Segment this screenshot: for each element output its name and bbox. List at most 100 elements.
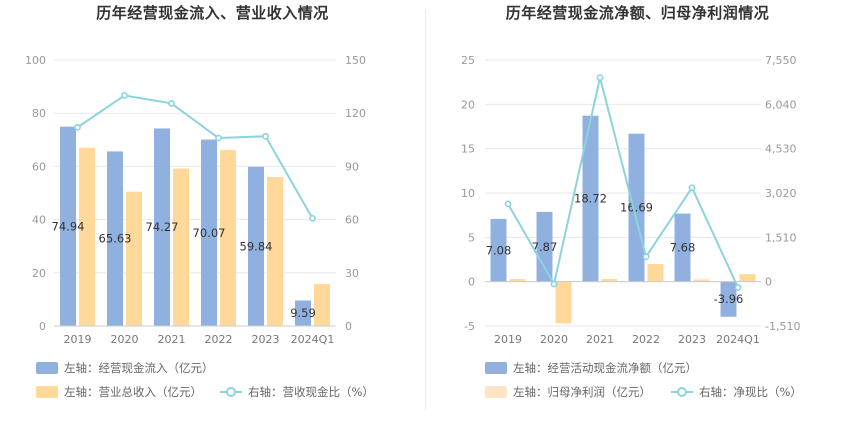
bar-左轴：经营现金流入（亿元） <box>60 126 76 326</box>
x-axis-tick-label: 2020 <box>111 333 139 346</box>
data-label: 16.69 <box>620 201 653 215</box>
bar-左轴：归母净利润（亿元） <box>739 274 756 282</box>
chart-svg-netflow-profit: -5 -1,510 0 0 5 1,510 10 3,020 15 4,530 20 6,040 25 7… <box>461 54 800 346</box>
data-label: 70.07 <box>193 226 226 240</box>
left-axis-tick-label: 40 <box>32 214 46 227</box>
right-axis-tick-label: 0 <box>345 320 352 333</box>
legend-item-inflow[interactable]: 左轴：经营现金流入（亿元） <box>36 360 214 376</box>
x-axis-tick-label: 2023 <box>252 333 280 346</box>
left-axis-tick-label: 15 <box>461 143 475 156</box>
left-axis-tick-label: 10 <box>461 187 475 200</box>
left-axis-tick-label: 20 <box>461 98 475 111</box>
bar-左轴：归母净利润（亿元） <box>601 279 618 282</box>
line-point <box>734 284 742 291</box>
left-axis-tick-label: 0 <box>39 320 46 333</box>
x-axis-tick-label: 2022 <box>632 333 660 346</box>
data-label: -3.96 <box>714 292 744 306</box>
legend-swatch-net-cash-ratio <box>671 386 693 398</box>
legend-label-cash-ratio: 右轴：营收现金比（%） <box>248 385 374 399</box>
bar-左轴：经营现金流入（亿元） <box>248 166 264 326</box>
bar-左轴：经营活动现金流净额（亿元） <box>582 115 599 282</box>
x-axis-tick-label: 2019 <box>494 333 522 346</box>
bar-左轴：经营活动现金流净额（亿元） <box>720 281 737 317</box>
right-axis-tick-label: 120 <box>345 107 366 120</box>
x-axis-tick-label: 2024Q1 <box>716 333 760 346</box>
series-line-右轴：净现比（%） <box>507 77 739 288</box>
line-point <box>168 100 175 107</box>
legend-swatch-net-flow <box>485 362 507 374</box>
bar-左轴：经营活动现金流净额（亿元） <box>490 218 507 282</box>
data-label: 18.72 <box>574 192 607 206</box>
x-axis-tick-label: 2021 <box>586 333 614 346</box>
x-axis-tick-label: 2023 <box>678 333 706 346</box>
chart-title: 历年经营现金流净额、归母净利润情况 <box>505 4 770 22</box>
right-axis-tick-label: 0 <box>765 276 772 289</box>
chart-svg-inflow-revenue: 0 0 20 30 40 60 60 90 80 120 100 150 2019 74.94 2020 65… <box>25 54 366 346</box>
line-point <box>309 214 316 222</box>
bar-左轴：归母净利润（亿元） <box>693 279 710 282</box>
bar-左轴：经营活动现金流净额（亿元） <box>628 133 645 282</box>
right-axis-tick-label: 7,550 <box>765 54 797 67</box>
line-point <box>596 74 604 82</box>
right-axis-tick-label: 150 <box>345 54 366 67</box>
bar-左轴：营业总收入（亿元） <box>314 283 330 326</box>
left-axis-tick-label: 25 <box>461 54 475 67</box>
bar-左轴：经营现金流入（亿元） <box>107 151 123 326</box>
left-axis-tick-label: 0 <box>468 276 475 289</box>
bar-左轴：营业总收入（亿元） <box>79 147 95 326</box>
bar-左轴：经营活动现金流净额（亿元） <box>536 211 553 282</box>
bar-左轴：营业总收入（亿元） <box>173 168 189 326</box>
data-label: 59.84 <box>240 239 273 253</box>
legend-item-cash-ratio[interactable]: 右轴：营收现金比（%） <box>220 384 374 400</box>
legend-label-revenue: 左轴：营业总收入（亿元） <box>64 385 202 399</box>
data-label: 7.68 <box>670 241 696 255</box>
legend-item-net-cash-ratio[interactable]: 右轴：净现比（%） <box>671 384 802 400</box>
right-axis-tick-label: 6,040 <box>765 98 797 111</box>
right-axis-tick-label: 4,530 <box>765 143 797 156</box>
legend-item-net-flow[interactable]: 左轴：经营活动现金流净额（亿元） <box>485 360 697 376</box>
legend-swatch-inflow <box>36 362 58 374</box>
bar-左轴：经营活动现金流净额（亿元） <box>674 213 691 282</box>
x-axis-tick-label: 2019 <box>64 333 92 346</box>
data-label: 9.59 <box>290 306 316 320</box>
right-axis-tick-label: 3,020 <box>765 187 797 200</box>
line-point <box>642 253 650 261</box>
line-point <box>688 184 696 192</box>
legend-label-inflow: 左轴：经营现金流入（亿元） <box>64 361 214 375</box>
bar-左轴：营业总收入（亿元） <box>267 177 283 326</box>
right-axis-tick-label: 90 <box>345 160 359 173</box>
bar-左轴：经营现金流入（亿元） <box>295 300 311 326</box>
legend-item-net-profit[interactable]: 左轴：归母净利润（亿元） <box>485 384 651 400</box>
line-point <box>74 123 81 131</box>
bar-左轴：经营现金流入（亿元） <box>201 139 217 326</box>
x-axis-tick-label: 2020 <box>540 333 568 346</box>
series-line-右轴：营收现金比（%） <box>76 94 314 219</box>
chart-title: 历年经营现金流入、营业收入情况 <box>96 4 329 22</box>
x-axis-tick-label: 2021 <box>158 333 186 346</box>
bar-左轴：归母净利润（亿元） <box>647 263 664 282</box>
left-axis-tick-label: 5 <box>468 231 475 244</box>
right-axis-tick-label: 60 <box>345 214 359 227</box>
bar-左轴：归母净利润（亿元） <box>509 279 526 282</box>
data-label: 7.08 <box>486 243 512 257</box>
right-axis-tick-label: 30 <box>345 267 359 280</box>
data-label: 74.27 <box>146 220 179 234</box>
legend-label-net-flow: 左轴：经营活动现金流净额（亿元） <box>513 361 697 375</box>
legend-swatch-cash-ratio <box>220 386 242 398</box>
legend-label-net-profit: 左轴：归母净利润（亿元） <box>513 385 651 399</box>
line-point <box>121 92 128 99</box>
left-axis-tick-label: 60 <box>32 160 46 173</box>
legend-swatch-revenue <box>36 386 58 398</box>
x-axis-tick-label: 2024Q1 <box>291 333 335 346</box>
data-label: 65.63 <box>99 232 132 246</box>
legend-swatch-net-profit <box>485 386 507 398</box>
data-label: 74.94 <box>52 219 85 233</box>
panel-divider <box>425 10 426 410</box>
bar-左轴：营业总收入（亿元） <box>126 191 142 326</box>
line-point <box>550 280 558 288</box>
legend-item-revenue[interactable]: 左轴：营业总收入（亿元） <box>36 384 202 400</box>
bar-左轴：归母净利润（亿元） <box>555 281 572 324</box>
chart-panel-netflow-profit: 历年经营现金流净额、归母净利润情况 -5 -1,510 0 0 5 1,510 10 3,02… <box>425 0 850 437</box>
line-point <box>215 134 222 142</box>
